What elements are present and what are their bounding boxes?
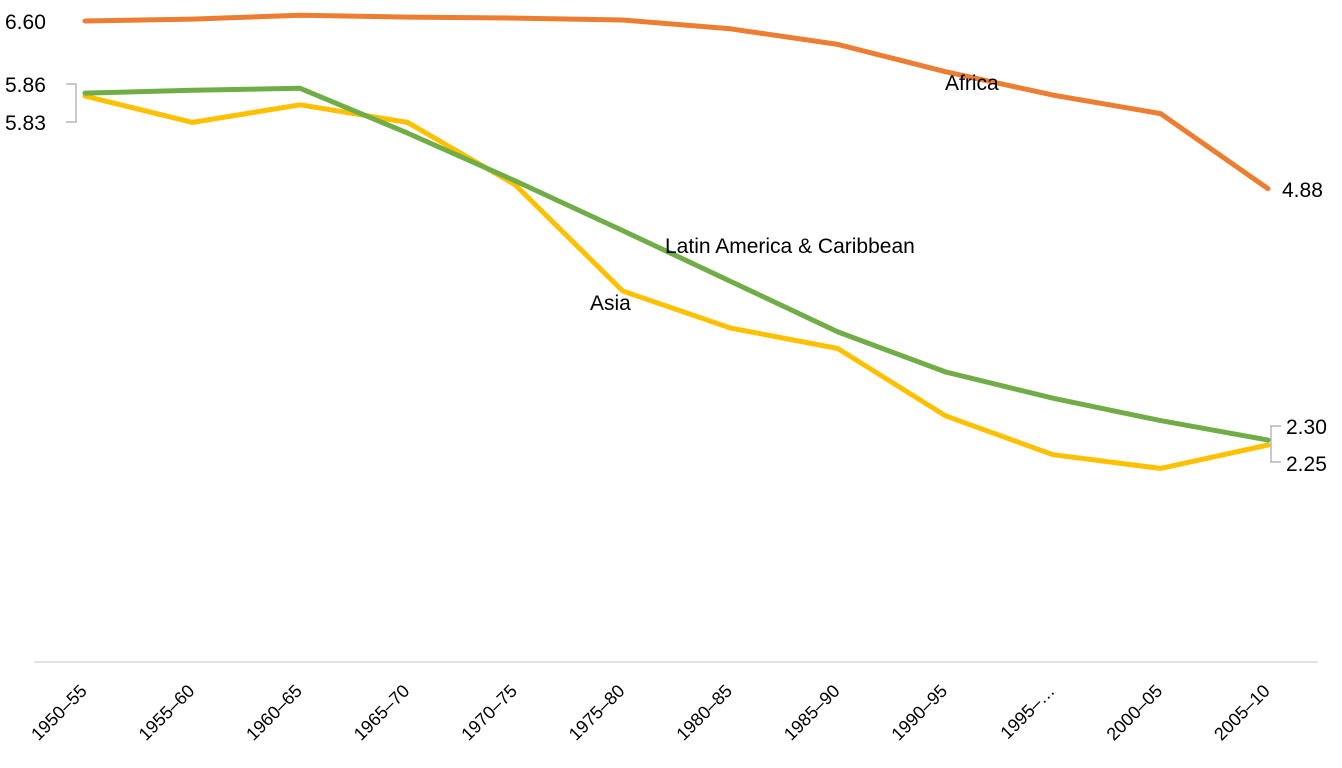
data-label-asia-end: 2.25	[1286, 453, 1327, 476]
data-label-africa-start: 6.60	[5, 11, 46, 34]
x-tick-label: 2000–05	[1103, 681, 1167, 745]
data-labels: 6.60 4.88 5.86 5.83 2.30 2.25 Africa Latin Amer…	[5, 11, 1327, 476]
x-tick-label: 1980–85	[672, 681, 736, 745]
x-tick-label: 1990–95	[887, 681, 951, 745]
series-name-latin-america: Latin America & Caribbean	[665, 235, 915, 258]
end-label-bracket	[1270, 425, 1281, 463]
x-tick-label: 1950–55	[27, 681, 91, 745]
start-label-bracket	[66, 83, 77, 123]
x-tick-label: 1985–90	[780, 681, 844, 745]
series-layer	[82, 12, 1271, 471]
series-name-africa: Africa	[945, 72, 999, 95]
x-tick-label: 1955–60	[135, 681, 199, 745]
data-label-asia-start: 5.83	[5, 112, 46, 135]
x-tick-label: 1975–80	[565, 681, 629, 745]
x-tick-labels: 1950–55 1955–60 1960–65 1965–70 1970–75 1975–…	[27, 681, 1274, 745]
series-name-asia: Asia	[590, 292, 631, 315]
series-line-africa	[82, 12, 1271, 192]
x-tick-label: 1965–70	[350, 681, 414, 745]
series-line-asia	[82, 93, 1271, 471]
data-label-africa-end: 4.88	[1282, 179, 1323, 202]
data-label-latin-end: 2.30	[1286, 416, 1327, 439]
data-label-latin-start: 5.86	[5, 74, 46, 97]
x-tick-label: 1970–75	[457, 681, 521, 745]
x-tick-label: 2005–10	[1210, 681, 1274, 745]
x-tick-label: 1995–…	[996, 681, 1058, 743]
x-tick-label: 1960–65	[242, 681, 306, 745]
series-line-latin-america-caribbean	[82, 85, 1271, 443]
